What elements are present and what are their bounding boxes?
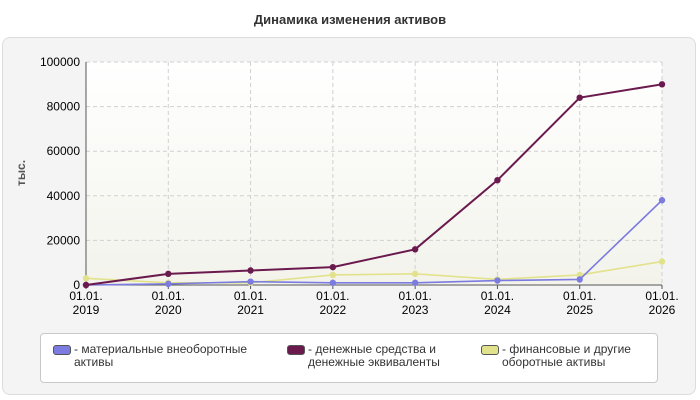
x-tick-label: 01.01. 2022 [316, 289, 349, 317]
legend-label: - финансовые и другие оборотные активы [502, 342, 631, 369]
x-tick-label: 01.01. 2023 [398, 289, 431, 317]
y-axis-label: тыс. [14, 160, 28, 186]
legend-swatch [481, 345, 499, 355]
series-line [85, 199, 663, 286]
data-point [658, 258, 666, 265]
y-tick-label: 80000 [47, 100, 81, 114]
data-point [329, 271, 337, 279]
data-point [411, 246, 419, 253]
legend-swatch [287, 345, 305, 355]
data-point [247, 278, 254, 285]
data-point [82, 281, 90, 289]
data-point [329, 279, 337, 286]
data-point [411, 279, 419, 286]
data-point [658, 81, 666, 88]
x-tick-label: 01.01. 2019 [69, 289, 102, 317]
legend-label: - денежные средства и денежные эквивален… [308, 342, 440, 369]
data-point [494, 176, 501, 184]
data-point [329, 263, 337, 271]
x-tick-label: 01.01. 2026 [645, 289, 678, 317]
data-point [576, 94, 583, 101]
y-tick-label: 60000 [47, 144, 81, 158]
legend-item-tangible-assets: - материальные внеоборотные активы [53, 343, 247, 369]
data-point [658, 197, 666, 204]
legend-item-cash: - денежные средства и денежные эквивален… [287, 343, 440, 369]
x-tick-label: 01.01. 2021 [234, 289, 267, 317]
legend-label: - материальные внеоборотные активы [74, 342, 247, 369]
x-tick-label: 01.01. 2020 [152, 289, 185, 317]
x-tick-label: 01.01. 2024 [481, 289, 514, 317]
data-point [411, 270, 419, 278]
y-tick-label: 0 [73, 278, 80, 292]
data-point [165, 280, 172, 288]
data-point [576, 271, 583, 279]
y-tick-label: 20000 [47, 233, 81, 247]
data-point [247, 267, 254, 274]
x-tick-label: 01.01. 2025 [563, 289, 596, 317]
data-point [494, 277, 501, 284]
legend-swatch [53, 345, 71, 355]
plot-area [86, 62, 662, 285]
series-line [85, 83, 663, 286]
legend-item-financial-assets: - финансовые и другие оборотные активы [481, 343, 631, 369]
legend: - материальные внеоборотные активы - ден… [40, 333, 658, 383]
chart-title: Динамика изменения активов [253, 12, 447, 27]
data-point [576, 276, 583, 283]
data-point [165, 270, 172, 278]
y-tick-label: 100000 [40, 55, 80, 69]
y-tick-label: 40000 [47, 189, 81, 203]
data-point [82, 275, 90, 282]
